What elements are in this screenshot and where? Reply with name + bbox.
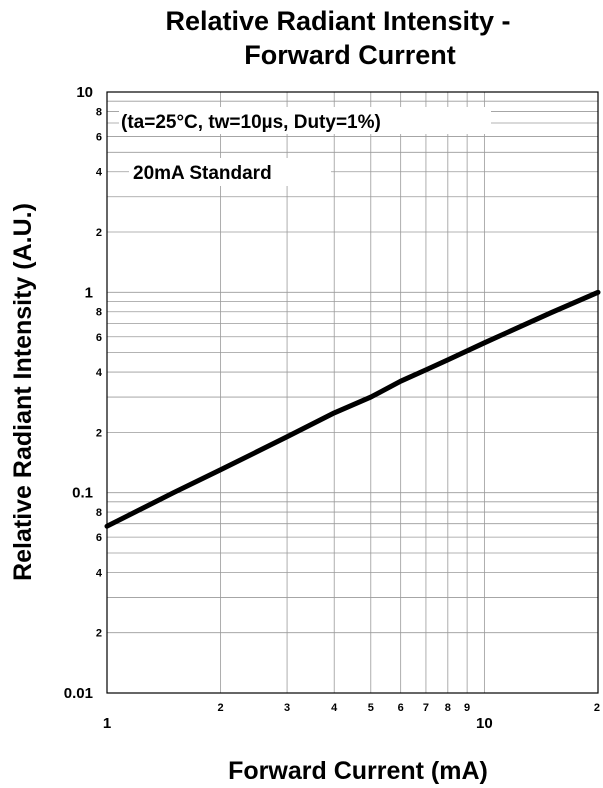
- y-tick-label-0-6: 6: [96, 332, 102, 344]
- x-tick-label-4: 4: [331, 702, 338, 714]
- x-tick-label-9: 9: [464, 702, 470, 714]
- x-axis-title: Forward Current (mA): [228, 757, 488, 785]
- annotation-conditions: (ta=25°C, tw=10µs, Duty=1%): [121, 112, 381, 133]
- y-tick-label-0-01: 0.01: [64, 685, 93, 702]
- x-tick-label-10: 10: [476, 715, 493, 732]
- x-tick-label-3: 3: [284, 702, 290, 714]
- y-tick-label-1: 1: [85, 284, 93, 301]
- chart-title-line-1: Relative Radiant Intensity -: [165, 6, 510, 36]
- plot-frame: [106, 91, 599, 694]
- x-tick-label-2: 2: [218, 702, 224, 714]
- x-tick-label-20: 2: [594, 702, 600, 714]
- y-tick-label-0-4: 4: [96, 367, 103, 379]
- grid: [107, 92, 598, 693]
- series-line-0: [104, 289, 601, 529]
- x-tick-label-7: 7: [423, 702, 429, 714]
- y-tick-label-2: 2: [96, 227, 102, 239]
- x-tick-label-6: 6: [398, 702, 404, 714]
- y-tick-label-0-06: 6: [96, 532, 102, 544]
- y-tick-label-8: 8: [96, 106, 102, 118]
- y-tick-label-0-04: 4: [96, 567, 103, 579]
- y-axis-title: Relative Radiant Intensity (A.U.): [9, 203, 37, 581]
- y-tick-label-10: 10: [76, 84, 93, 101]
- annotation-standard-background: [129, 158, 331, 186]
- annotation-conditions-background: [119, 107, 491, 134]
- y-tick-label-6: 6: [96, 131, 102, 143]
- y-tick-label-0-8: 8: [96, 307, 102, 319]
- y-tick-label-0-08: 8: [96, 507, 102, 519]
- y-tick-label-0-2: 2: [96, 427, 102, 439]
- chart-title-line-2: Forward Current: [244, 40, 456, 70]
- series-layer: [104, 289, 601, 529]
- x-tick-label-1: 1: [103, 715, 111, 732]
- annotation-standard: 20mA Standard: [133, 163, 272, 184]
- y-tick-label-4: 4: [96, 167, 103, 179]
- x-tick-label-8: 8: [445, 702, 451, 714]
- x-tick-label-5: 5: [368, 702, 374, 714]
- y-tick-label-0-1: 0.1: [72, 485, 93, 502]
- y-tick-label-0-02: 2: [96, 628, 102, 640]
